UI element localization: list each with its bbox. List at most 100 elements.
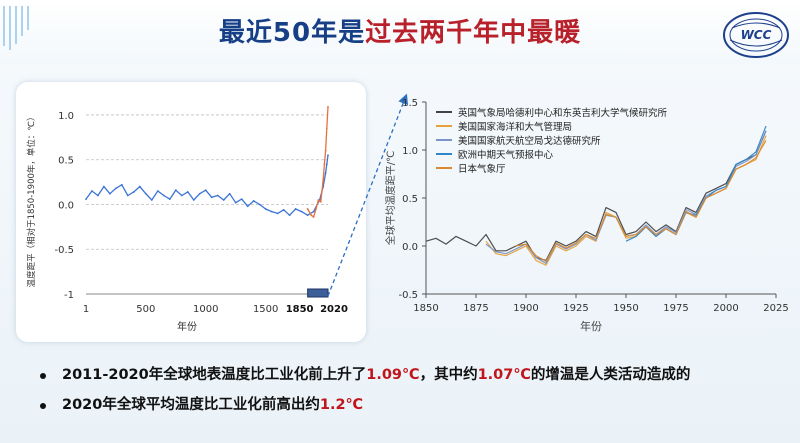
- chart1-data-point: [306, 214, 309, 217]
- title-bar: 最近50年是过去两千年中最暖 WCC: [0, 0, 800, 64]
- chart2-x-tick-label: 1950: [613, 303, 638, 314]
- chart2-x-tick-label: 1850: [413, 303, 438, 314]
- chart2-y-tick-label: 1.5: [402, 98, 418, 109]
- chart1-data-point: [312, 210, 315, 213]
- chart1-data-point: [282, 208, 285, 211]
- key-findings: 2011-2020年全球地表温度比工业化前上升了1.09℃，其中约1.07℃的增…: [40, 362, 780, 422]
- chart1-x-tick-label: 500: [136, 304, 155, 315]
- chart1-data-point: [325, 127, 328, 130]
- zoom-arrow: [327, 93, 409, 297]
- chart1-data-point: [300, 210, 303, 213]
- chart1-data-point: [327, 105, 329, 108]
- chart1-data-point: [114, 187, 117, 190]
- chart1-x-axis-label: 年份: [177, 320, 197, 333]
- chart2-x-tick-label: 2000: [713, 303, 738, 314]
- page-title: 最近50年是过去两千年中最暖: [0, 12, 800, 49]
- chart1-data-point: [132, 191, 135, 193]
- finding-1-text: 2011-2020年全球地表温度比工业化前上升了: [62, 367, 367, 383]
- chart1-data-point: [324, 149, 327, 152]
- chart2-legend-label: 欧洲中期天气预报中心: [458, 149, 554, 161]
- chart1-data-point: [120, 183, 123, 186]
- chart1-data-point: [252, 199, 255, 202]
- chart1-data-point: [327, 154, 329, 157]
- chart1-data-point: [186, 191, 189, 193]
- chart1-x-tick-label: 2020: [320, 304, 348, 315]
- chart2-legend-label: 美国国家航天航空局戈达德研究所: [458, 135, 601, 147]
- chart1-x-tick-label: 1: [83, 304, 89, 315]
- chart1-highlight-band: [307, 288, 329, 298]
- modern-temperature-chart: -0.5 0.0 0.5 1.0 1.5 1850 1875 1900 1925 1950 1975…: [384, 98, 789, 333]
- chart1-y-tick-label: -0.5: [54, 245, 74, 256]
- millennium-temperature-chart: 1.00.50.0-0.5-11 500 1000 1500 1850 2020年份温度距…: [26, 105, 348, 333]
- chart2-series-line-4: [515, 140, 767, 262]
- chart1-data-point: [216, 194, 219, 197]
- chart1-data-point: [317, 199, 320, 201]
- chart2-series-line-0: [425, 130, 767, 261]
- finding-1-value-2: 1.07℃: [477, 367, 531, 383]
- chart1-x-tick-label: 1500: [253, 304, 278, 315]
- chart1-data-point: [312, 216, 315, 218]
- chart1-data-point: [168, 198, 171, 201]
- chart1-data-point: [90, 190, 93, 192]
- chart1-data-point: [258, 203, 261, 206]
- chart1-data-point: [144, 192, 147, 195]
- chart2-series-line-3: [625, 125, 767, 242]
- chart1-data-point: [246, 205, 249, 208]
- chart1-data-point: [288, 214, 291, 217]
- finding-2: 2020年全球平均温度比工业化前高出约1.2℃: [40, 392, 780, 422]
- chart1-data-point: [102, 185, 105, 188]
- chart2-y-tick-label: 1.0: [402, 146, 418, 157]
- chart1-y-tick-label: 0.5: [58, 156, 74, 167]
- chart1-y-axis-label: 温度距平（相对于1850-1900年，单位：℃）: [26, 113, 37, 288]
- chart1-data-point: [306, 208, 309, 210]
- chart1-data-point: [325, 163, 328, 166]
- chart2-y-tick-label: 0.0: [402, 242, 418, 253]
- chart1-data-point: [192, 199, 195, 201]
- chart2-y-tick-label: 0.5: [402, 194, 418, 205]
- chart2-legend-label: 美国国家海洋和大气管理局: [458, 121, 572, 133]
- finding-2-value: 1.2℃: [319, 397, 364, 413]
- chart1-data-point: [270, 210, 273, 213]
- chart1-data-point: [310, 214, 313, 217]
- finding-1-tail: 的增温是人类活动造成的: [530, 367, 691, 383]
- wcc-logo: WCC: [723, 12, 789, 58]
- title-part-2: 过去两千年中最暖: [365, 18, 582, 48]
- chart2-y-tick-label: -0.5: [398, 290, 418, 301]
- chart1-data-point: [162, 194, 165, 197]
- finding-1-mid: ，其中约: [419, 367, 478, 383]
- left-chart-panel: 1.0 0.5 0.0 -0.5 -1 1 500 1000 1500 1850 2020 年份 温度距…: [16, 82, 366, 342]
- chart1-data-point: [126, 194, 129, 197]
- chart1-data-point: [204, 189, 207, 192]
- chart1-data-point: [138, 185, 141, 188]
- chart1-data-point: [294, 208, 297, 210]
- chart1-data-point: [222, 199, 225, 201]
- chart1-x-tick-label: 1850: [286, 304, 314, 315]
- chart1-data-point: [323, 163, 326, 166]
- chart1-data-point: [150, 199, 153, 201]
- chart1-data-point: [264, 208, 267, 210]
- chart2-legend-label: 日本气象厅: [458, 163, 506, 175]
- chart1-y-tick-label: 1.0: [58, 111, 74, 122]
- chart2-x-tick-label: 1875: [463, 303, 488, 314]
- chart2-x-axis-label: 年份: [580, 319, 602, 333]
- chart1-data-point: [322, 178, 325, 181]
- chart1-data-point: [156, 190, 159, 192]
- chart1-data-point: [174, 189, 177, 192]
- chart1-data-point: [96, 194, 99, 197]
- chart2-x-tick-label: 1900: [513, 303, 538, 314]
- finding-1-value-1: 1.09℃: [366, 367, 420, 383]
- chart1-data-point: [180, 194, 183, 197]
- chart1-data-point: [240, 198, 243, 201]
- chart1-data-point: [315, 208, 317, 210]
- chart1-data-point: [324, 172, 327, 175]
- bullet-dot: [40, 403, 46, 409]
- chart2-x-tick-label: 1975: [663, 303, 688, 314]
- chart1-x-tick-label: 1000: [193, 304, 218, 315]
- chart1-data-point: [228, 192, 231, 195]
- logo-text: WCC: [741, 28, 772, 42]
- chart1-data-point: [108, 192, 111, 195]
- chart1-series-line-0: [85, 155, 329, 216]
- bullet-dot: [40, 373, 46, 379]
- chart1-y-tick-label: -1: [64, 290, 74, 301]
- finding-2-text: 2020年全球平均温度比工业化前高出约: [62, 397, 320, 413]
